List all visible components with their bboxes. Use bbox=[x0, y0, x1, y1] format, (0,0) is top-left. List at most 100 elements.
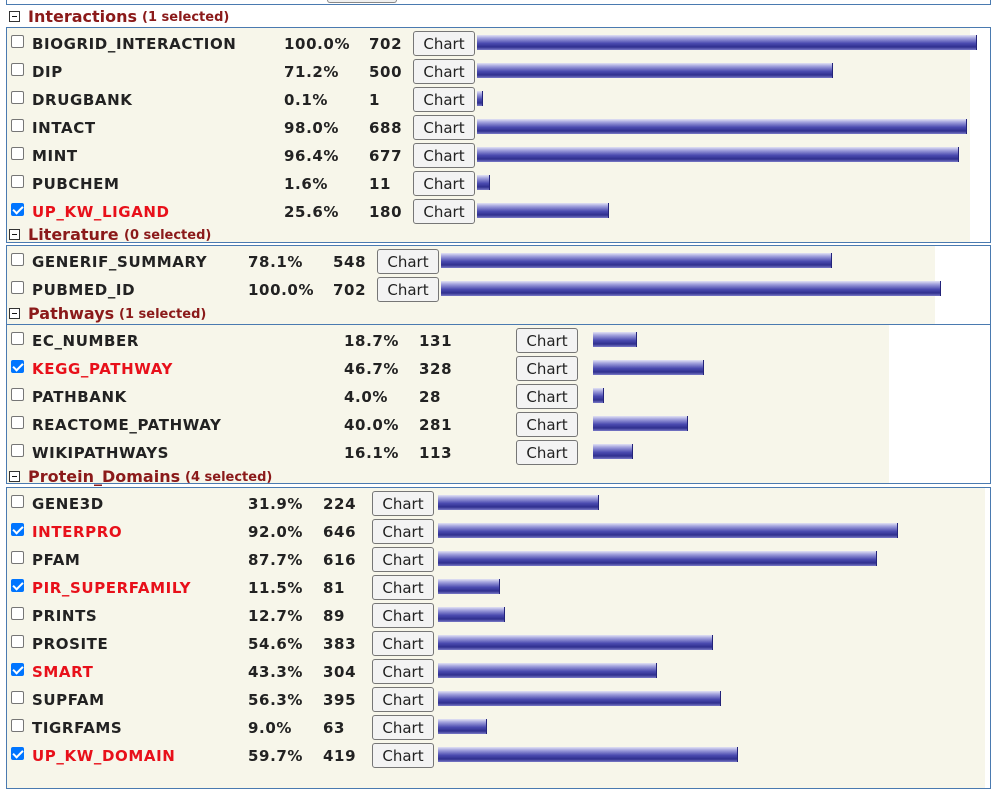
collapse-toggle-icon[interactable] bbox=[9, 11, 20, 22]
gene-count[interactable]: 304 bbox=[323, 663, 357, 681]
chart-button[interactable]: Chart bbox=[372, 715, 434, 740]
row-checkbox[interactable] bbox=[11, 551, 24, 564]
row-checkbox[interactable] bbox=[11, 691, 24, 704]
row-checkbox[interactable] bbox=[11, 360, 24, 373]
row-checkbox[interactable] bbox=[11, 119, 24, 132]
row-checkbox[interactable] bbox=[11, 495, 24, 508]
chart-button[interactable]: Chart bbox=[413, 87, 475, 112]
row-checkbox[interactable] bbox=[11, 147, 24, 160]
category-name[interactable]: SMART bbox=[32, 663, 94, 681]
gene-count[interactable]: 131 bbox=[419, 332, 453, 350]
gene-count[interactable]: 395 bbox=[323, 691, 357, 709]
gene-count[interactable]: 113 bbox=[419, 444, 453, 462]
category-name[interactable]: WIKIPATHWAYS bbox=[32, 444, 170, 462]
collapse-toggle-icon[interactable] bbox=[9, 471, 20, 482]
category-name[interactable]: PUBCHEM bbox=[32, 175, 120, 193]
category-name[interactable]: UP_KW_LIGAND bbox=[32, 203, 170, 221]
row-checkbox[interactable] bbox=[11, 523, 24, 536]
gene-count[interactable]: 11 bbox=[369, 175, 392, 193]
chart-button[interactable]: Chart bbox=[372, 547, 434, 572]
gene-count[interactable]: 548 bbox=[333, 253, 367, 271]
category-name[interactable]: BIOGRID_INTERACTION bbox=[32, 35, 237, 53]
gene-count[interactable]: 677 bbox=[369, 147, 403, 165]
row-checkbox[interactable] bbox=[11, 444, 24, 457]
chart-button[interactable]: Chart bbox=[516, 384, 578, 409]
category-name[interactable]: DRUGBANK bbox=[32, 91, 133, 109]
row-checkbox[interactable] bbox=[11, 63, 24, 76]
category-name[interactable]: EC_NUMBER bbox=[32, 332, 140, 350]
chart-button[interactable]: Chart bbox=[377, 277, 439, 302]
gene-count[interactable]: 224 bbox=[323, 495, 357, 513]
category-name[interactable]: PUBMED_ID bbox=[32, 281, 136, 299]
chart-button[interactable]: Chart bbox=[413, 31, 475, 56]
gene-count[interactable]: 702 bbox=[369, 35, 403, 53]
chart-button[interactable]: Chart bbox=[413, 171, 475, 196]
chart-button[interactable]: Chart bbox=[372, 575, 434, 600]
gene-count[interactable]: 1 bbox=[369, 91, 381, 109]
chart-button[interactable]: Chart bbox=[372, 631, 434, 656]
chart-button[interactable]: Chart bbox=[372, 603, 434, 628]
chart-button[interactable]: Chart bbox=[413, 115, 475, 140]
category-name[interactable]: TIGRFAMS bbox=[32, 719, 123, 737]
row-checkbox[interactable] bbox=[11, 35, 24, 48]
category-name[interactable]: PATHBANK bbox=[32, 388, 127, 406]
section-title[interactable]: Interactions bbox=[28, 7, 138, 26]
gene-count[interactable]: 500 bbox=[369, 63, 403, 81]
chart-button[interactable]: Chart bbox=[516, 412, 578, 437]
collapse-toggle-icon[interactable] bbox=[9, 229, 20, 240]
category-name[interactable]: GENERIF_SUMMARY bbox=[32, 253, 208, 271]
chart-button[interactable]: Chart bbox=[413, 143, 475, 168]
collapse-toggle-icon[interactable] bbox=[9, 308, 20, 319]
row-checkbox[interactable] bbox=[11, 607, 24, 620]
row-checkbox[interactable] bbox=[11, 416, 24, 429]
chart-button[interactable]: Chart bbox=[372, 491, 434, 516]
row-checkbox[interactable] bbox=[11, 281, 24, 294]
gene-count[interactable]: 646 bbox=[323, 523, 357, 541]
row-checkbox[interactable] bbox=[11, 747, 24, 760]
gene-count[interactable]: 383 bbox=[323, 635, 357, 653]
chart-button[interactable]: Chart bbox=[516, 356, 578, 381]
category-name[interactable]: DIP bbox=[32, 63, 63, 81]
section-title[interactable]: Protein_Domains bbox=[28, 467, 181, 486]
chart-button[interactable]: Chart bbox=[372, 743, 434, 768]
chart-button[interactable]: Chart bbox=[413, 199, 475, 224]
row-checkbox[interactable] bbox=[11, 388, 24, 401]
gene-count[interactable]: 616 bbox=[323, 551, 357, 569]
category-name[interactable]: PIR_SUPERFAMILY bbox=[32, 579, 192, 597]
category-name[interactable]: PROSITE bbox=[32, 635, 109, 653]
row-checkbox[interactable] bbox=[11, 719, 24, 732]
gene-count[interactable]: 81 bbox=[323, 579, 346, 597]
row-checkbox[interactable] bbox=[11, 332, 24, 345]
gene-count[interactable]: 419 bbox=[323, 747, 357, 765]
category-name[interactable]: GENE3D bbox=[32, 495, 104, 513]
chart-button[interactable]: Chart bbox=[516, 328, 578, 353]
category-name[interactable]: INTERPRO bbox=[32, 523, 123, 541]
category-name[interactable]: KEGG_PATHWAY bbox=[32, 360, 173, 378]
section-title[interactable]: Literature bbox=[28, 225, 119, 244]
section-title[interactable]: Pathways bbox=[28, 304, 115, 323]
gene-count[interactable]: 63 bbox=[323, 719, 346, 737]
chart-button[interactable]: Chart bbox=[372, 519, 434, 544]
category-name[interactable]: PFAM bbox=[32, 551, 81, 569]
row-checkbox[interactable] bbox=[11, 635, 24, 648]
row-checkbox[interactable] bbox=[11, 253, 24, 266]
category-name[interactable]: SUPFAM bbox=[32, 691, 105, 709]
chart-button[interactable]: Chart bbox=[377, 249, 439, 274]
chart-button[interactable]: Chart bbox=[372, 687, 434, 712]
chart-button[interactable]: Chart bbox=[516, 440, 578, 465]
gene-count[interactable]: 281 bbox=[419, 416, 453, 434]
gene-count[interactable]: 688 bbox=[369, 119, 403, 137]
row-checkbox[interactable] bbox=[11, 663, 24, 676]
category-name[interactable]: PRINTS bbox=[32, 607, 98, 625]
gene-count[interactable]: 28 bbox=[419, 388, 442, 406]
category-name[interactable]: MINT bbox=[32, 147, 78, 165]
gene-count[interactable]: 702 bbox=[333, 281, 367, 299]
row-checkbox[interactable] bbox=[11, 91, 24, 104]
row-checkbox[interactable] bbox=[11, 175, 24, 188]
gene-count[interactable]: 180 bbox=[369, 203, 403, 221]
category-name[interactable]: INTACT bbox=[32, 119, 96, 137]
row-checkbox[interactable] bbox=[11, 579, 24, 592]
gene-count[interactable]: 89 bbox=[323, 607, 346, 625]
previous-chart-button-stub[interactable] bbox=[327, 0, 397, 3]
chart-button[interactable]: Chart bbox=[372, 659, 434, 684]
